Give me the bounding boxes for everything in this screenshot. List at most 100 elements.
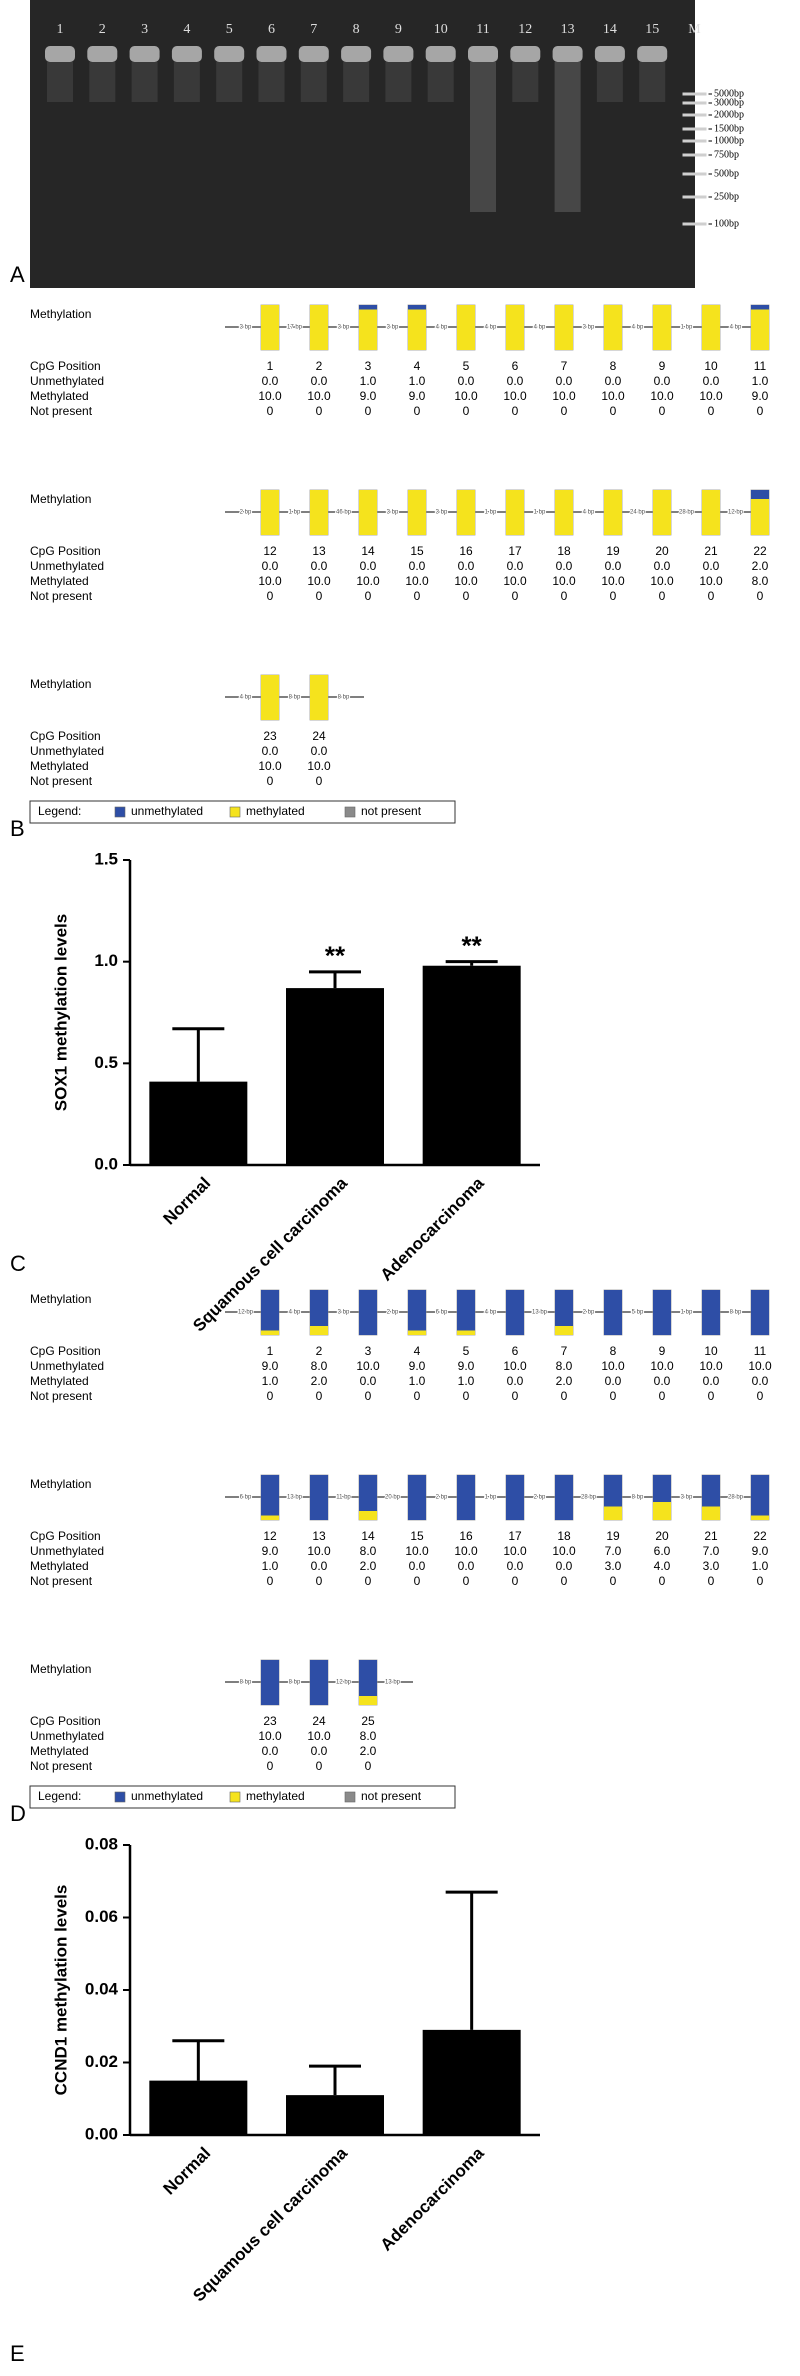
cell-value: 10.0 (258, 1729, 282, 1743)
marker-band (682, 139, 707, 143)
gap-label: 1 bp (485, 1495, 497, 1501)
y-tick-label: 1.0 (94, 951, 118, 970)
cell-value: 10.0 (405, 1544, 429, 1558)
methylated-fraction (457, 490, 475, 535)
cell-value: 20 (655, 544, 669, 558)
gap-label: 8 bp (730, 1310, 742, 1316)
unmethylated-fraction (604, 1290, 622, 1335)
methylated-fraction (310, 490, 328, 535)
cell-value: 0.0 (311, 374, 328, 388)
cell-value: 10.0 (503, 389, 527, 403)
cell-value: 0 (757, 589, 764, 603)
cell-value: 10 (704, 1344, 718, 1358)
cell-value: 0 (365, 1574, 372, 1588)
unmethylated-fraction (408, 1290, 426, 1331)
gel-smear (173, 62, 200, 102)
gap-label: 1 bp (681, 325, 693, 331)
gap-label: 3 bp (583, 325, 595, 331)
row-header: Methylated (30, 389, 89, 403)
methylated-fraction (702, 490, 720, 535)
cell-value: 10.0 (650, 389, 674, 403)
significance-mark: ** (325, 941, 346, 971)
unmethylated-fraction (751, 1290, 769, 1335)
methylated-fraction (555, 305, 573, 350)
legend-label: unmethylated (131, 804, 203, 818)
row-header: CpG Position (30, 729, 101, 743)
gap-label: 3 bp (338, 1310, 350, 1316)
marker-band (682, 222, 707, 226)
gel-smear (131, 62, 158, 102)
gap-label: 28 bp (581, 1495, 597, 1501)
cell-value: 9.0 (409, 1359, 426, 1373)
unmethylated-fraction (751, 490, 769, 499)
unmethylated-fraction (604, 1475, 622, 1507)
cell-value: 10.0 (650, 1359, 674, 1373)
cell-value: 6.0 (654, 1544, 671, 1558)
methylated-fraction (310, 1326, 328, 1335)
methylated-fraction (408, 1330, 426, 1335)
gap-label: 1 bp (485, 510, 497, 516)
methylated-fraction (604, 1506, 622, 1520)
marker-label: 100bp (714, 218, 739, 229)
legend-label: unmethylated (131, 1789, 203, 1803)
cell-value: 10.0 (307, 389, 331, 403)
legend-swatch (229, 806, 241, 818)
gel-band (171, 46, 202, 62)
bar (149, 2080, 248, 2135)
cell-value: 14 (361, 544, 375, 558)
row-header: Not present (30, 589, 93, 603)
unmethylated-fraction (261, 1660, 279, 1705)
lane-label: 13 (561, 22, 575, 37)
y-tick-label: 1.5 (94, 849, 118, 868)
cell-value: 0 (463, 1574, 470, 1588)
cell-value: 19 (606, 1529, 620, 1543)
unmethylated-fraction (702, 1475, 720, 1507)
cell-value: 10.0 (503, 574, 527, 588)
cell-value: 0.0 (605, 1374, 622, 1388)
cell-value: 3.0 (703, 1559, 720, 1573)
row-header: Methylated (30, 574, 89, 588)
row-header: Unmethylated (30, 1359, 104, 1373)
methylated-fraction (359, 1511, 377, 1520)
marker-band (682, 92, 707, 96)
gel-smear (47, 62, 73, 102)
cell-value: 0.0 (409, 559, 426, 573)
methylated-fraction (359, 1696, 377, 1705)
cell-value: 16 (459, 544, 473, 558)
row-header: Not present (30, 774, 93, 788)
x-tick-label: Normal (159, 1174, 214, 1229)
cell-value: 10.0 (601, 1359, 625, 1373)
marker-label: 500bp (714, 168, 739, 179)
lane-label: 3 (141, 22, 148, 37)
marker-label: 2000bp (714, 109, 744, 120)
cell-value: 8.0 (752, 574, 769, 588)
panel-letter: B (10, 816, 25, 841)
lane-label: 6 (268, 22, 275, 37)
gap-label: 2 bp (387, 1310, 399, 1316)
unmethylated-fraction (555, 1290, 573, 1326)
gel-band (637, 46, 668, 62)
cell-value: 0 (659, 1574, 666, 1588)
cell-value: 10.0 (454, 574, 478, 588)
gel-band (341, 46, 372, 62)
methylated-fraction (555, 490, 573, 535)
cell-value: 8.0 (360, 1544, 377, 1558)
cell-value: 0 (463, 1389, 470, 1403)
gel-smear (343, 62, 370, 102)
cell-value: 9.0 (262, 1544, 279, 1558)
gel-band (468, 46, 498, 62)
unmethylated-fraction (457, 1475, 475, 1520)
row-header: CpG Position (30, 544, 101, 558)
bar (422, 965, 521, 1165)
gel-smear (512, 62, 539, 102)
cell-value: 0.0 (409, 1559, 426, 1573)
marker-label: 5000bp (714, 88, 744, 99)
methylated-fraction (310, 675, 328, 720)
y-tick-label: 0.04 (85, 1979, 119, 1998)
gel-band (383, 46, 414, 62)
cell-value: 0 (659, 404, 666, 418)
cell-value: 2.0 (360, 1559, 377, 1573)
cell-value: 0.0 (752, 1374, 769, 1388)
cell-value: 9 (659, 359, 666, 373)
cell-value: 22 (753, 544, 767, 558)
